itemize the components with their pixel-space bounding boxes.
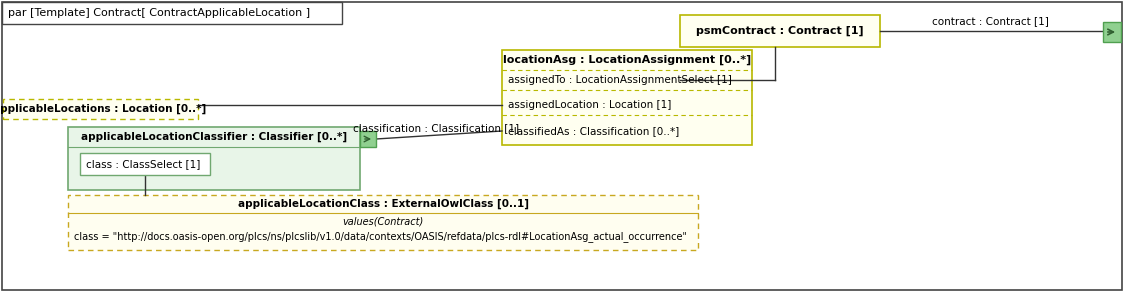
FancyBboxPatch shape	[502, 50, 752, 145]
FancyBboxPatch shape	[2, 2, 342, 24]
Text: par [Template] Contract[ ContractApplicableLocation ]: par [Template] Contract[ ContractApplica…	[8, 8, 310, 18]
FancyBboxPatch shape	[1103, 22, 1121, 42]
Text: psmContract : Contract [1]: psmContract : Contract [1]	[696, 26, 864, 36]
Text: locationAsg : LocationAssignment [0..*]: locationAsg : LocationAssignment [0..*]	[503, 55, 751, 65]
Text: class : ClassSelect [1]: class : ClassSelect [1]	[86, 159, 201, 169]
FancyBboxPatch shape	[68, 127, 360, 190]
FancyBboxPatch shape	[2, 2, 1122, 290]
FancyBboxPatch shape	[68, 195, 698, 250]
Text: class = "http://docs.oasis-open.org/plcs/ns/plcslib/v1.0/data/contexts/OASIS/ref: class = "http://docs.oasis-open.org/plcs…	[74, 232, 687, 242]
Text: assignedTo : LocationAssignmentSelect [1]: assignedTo : LocationAssignmentSelect [1…	[508, 75, 732, 85]
Text: assignedLocation : Location [1]: assignedLocation : Location [1]	[508, 100, 671, 110]
Text: applicableLocationClassifier : Classifier [0..*]: applicableLocationClassifier : Classifie…	[81, 132, 347, 142]
Text: classifiedAs : Classification [0..*]: classifiedAs : Classification [0..*]	[508, 126, 679, 136]
FancyBboxPatch shape	[3, 99, 199, 119]
FancyBboxPatch shape	[80, 153, 210, 175]
FancyBboxPatch shape	[680, 15, 880, 47]
Text: applicableLocations : Location [0..*]: applicableLocations : Location [0..*]	[0, 104, 206, 114]
Text: classification : Classification [1]: classification : Classification [1]	[353, 123, 519, 133]
Text: values(Contract): values(Contract)	[343, 217, 424, 227]
Text: contract : Contract [1]: contract : Contract [1]	[932, 16, 1048, 26]
Text: applicableLocationClass : ExternalOwlClass [0..1]: applicableLocationClass : ExternalOwlCla…	[238, 199, 529, 209]
FancyBboxPatch shape	[360, 131, 376, 147]
